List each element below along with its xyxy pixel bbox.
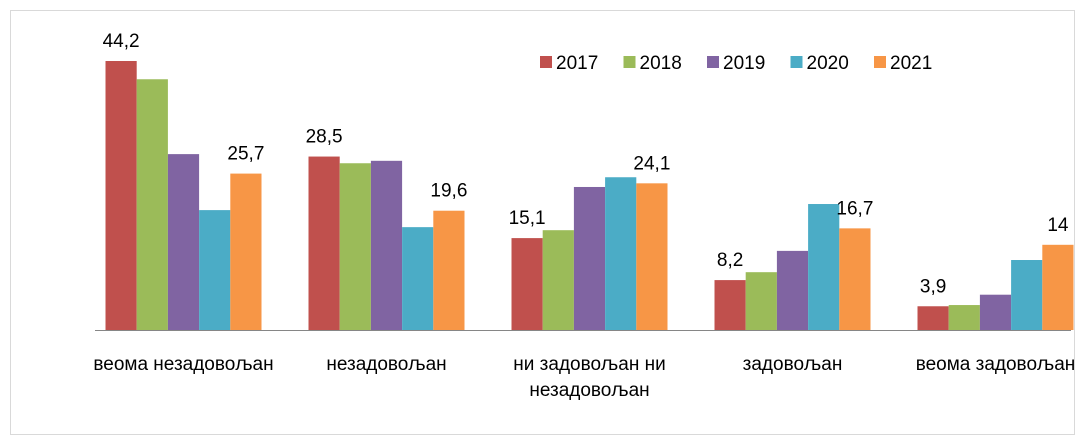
x-tick-label: ни задовољан ни незадовољан [513,354,666,401]
data-label: 44,2 [103,31,140,52]
legend-label: 2017 [556,53,598,74]
bar [808,204,840,330]
bar [433,210,465,330]
data-label: 3,9 [920,276,946,297]
legend-swatch [623,56,636,68]
bar [948,305,980,330]
data-label: 8,2 [717,250,743,271]
bar [979,294,1012,330]
legend-label: 2020 [807,53,849,74]
bar [917,306,949,330]
bar [776,250,809,330]
legend-label: 2018 [640,53,682,74]
legend-swatch [790,56,803,68]
data-label: 16,7 [836,198,873,219]
x-tick-label: задовољан [742,354,843,375]
data-label: 28,5 [306,127,343,148]
bar [167,154,200,330]
bar [105,61,137,330]
bar [1042,244,1074,330]
x-tick-label: веома задовољан [915,354,1076,375]
legend-label: 2021 [890,53,932,74]
bar [636,183,668,330]
bar [839,228,871,330]
bar [402,227,434,330]
bar [370,160,403,330]
data-label: 25,7 [227,144,264,165]
legend-swatch [874,56,886,68]
legend-label: 2019 [723,53,765,74]
bar [136,79,168,330]
x-tick-label: веома незадовољан [93,354,274,375]
bar [605,177,637,330]
bar [230,173,262,330]
bar [714,280,746,330]
bar [199,210,231,330]
bar [308,156,340,330]
legend-swatch [707,56,719,68]
data-label: 14 [1047,215,1069,236]
legend-swatch [540,56,552,68]
bar [542,230,574,330]
bar [745,272,777,330]
bar [573,186,606,330]
data-label: 15,1 [509,208,546,229]
data-label: 24,1 [633,153,670,174]
x-tick-label: незадовољан [326,354,447,375]
data-label: 19,6 [430,181,467,202]
bar [339,163,371,330]
bar [511,238,543,330]
bar [1011,260,1043,330]
